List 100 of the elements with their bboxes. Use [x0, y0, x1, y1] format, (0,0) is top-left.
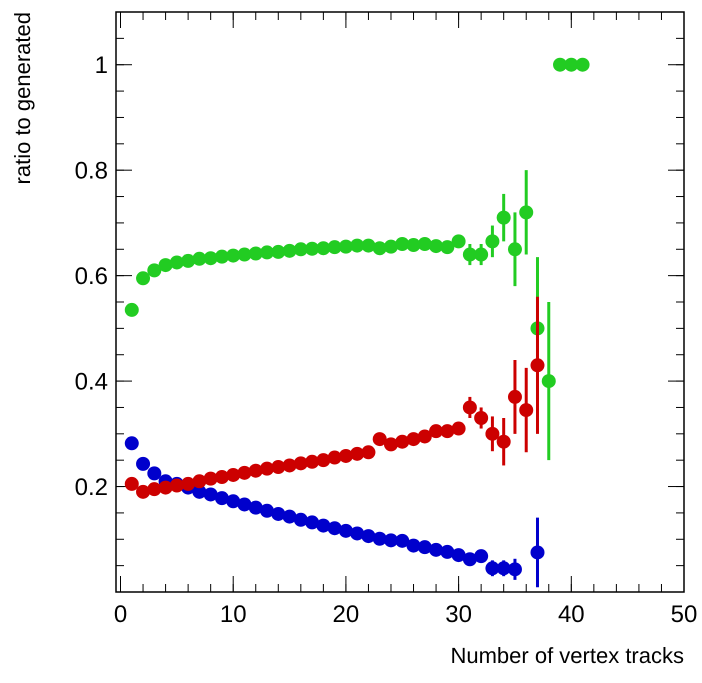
point	[158, 258, 173, 272]
point	[328, 450, 342, 465]
point	[328, 521, 342, 536]
point	[226, 494, 240, 508]
point	[440, 240, 454, 254]
point	[496, 561, 511, 576]
point	[429, 239, 444, 254]
point	[519, 403, 534, 418]
point	[372, 241, 387, 256]
point	[406, 538, 421, 553]
point	[418, 540, 432, 554]
y-tick-label: 1	[94, 52, 108, 80]
point	[462, 552, 477, 566]
point	[226, 248, 240, 263]
point	[474, 248, 488, 262]
point	[338, 524, 353, 538]
point	[248, 246, 263, 260]
point	[372, 432, 387, 446]
point	[395, 534, 410, 548]
point	[542, 374, 556, 388]
point	[147, 263, 162, 278]
x-tick-label: 50	[670, 601, 698, 628]
point	[474, 549, 488, 564]
point	[576, 58, 590, 72]
point	[395, 434, 410, 449]
point	[530, 545, 544, 560]
y-tick-label: 0.4	[74, 368, 108, 396]
point	[136, 484, 150, 499]
point	[260, 245, 274, 260]
point	[271, 506, 286, 521]
point	[429, 424, 444, 438]
point	[530, 358, 544, 372]
point	[237, 248, 252, 262]
point	[485, 234, 500, 248]
point	[237, 497, 252, 512]
point	[248, 464, 263, 478]
point	[204, 472, 218, 486]
point	[136, 456, 150, 471]
point	[226, 468, 240, 482]
point	[418, 429, 432, 444]
point	[328, 240, 342, 254]
point	[361, 238, 376, 253]
point	[553, 58, 568, 72]
point	[361, 445, 376, 460]
point	[452, 548, 466, 562]
point	[147, 466, 162, 480]
point	[214, 491, 229, 506]
point	[406, 238, 421, 252]
x-tick-label: 10	[220, 601, 247, 628]
point	[440, 544, 454, 559]
point	[519, 205, 534, 220]
x-tick-label: 0	[114, 601, 128, 628]
point	[124, 302, 139, 317]
point	[384, 437, 398, 452]
point	[338, 448, 353, 463]
point	[384, 240, 398, 254]
point	[237, 466, 252, 480]
point	[384, 533, 398, 548]
x-tick-label: 40	[558, 601, 585, 628]
point	[136, 271, 150, 286]
point	[452, 234, 466, 248]
point	[294, 512, 308, 527]
point	[181, 254, 196, 268]
point	[316, 518, 330, 533]
point	[192, 474, 206, 488]
point	[474, 411, 488, 425]
point	[462, 400, 477, 414]
point	[204, 487, 218, 502]
point	[260, 504, 274, 518]
x-tick-label: 30	[445, 601, 472, 628]
x-tick-label: 20	[332, 601, 360, 628]
point	[372, 532, 387, 546]
point	[496, 434, 511, 449]
point	[361, 529, 376, 544]
point	[508, 562, 522, 576]
point	[181, 476, 196, 491]
point	[508, 242, 522, 256]
point	[305, 454, 320, 469]
y-tick-label: 0.8	[74, 158, 108, 185]
point	[429, 542, 444, 557]
point	[350, 446, 364, 461]
point	[204, 251, 218, 266]
point	[282, 510, 297, 524]
point	[124, 476, 139, 491]
y-tick-label: 0.2	[74, 474, 108, 501]
y-tick-label: 0.6	[74, 263, 108, 290]
point	[350, 526, 364, 540]
x-axis-title: Number of vertex tracks	[450, 643, 684, 668]
point	[440, 424, 454, 438]
point	[282, 244, 297, 258]
point	[248, 500, 263, 515]
point	[305, 242, 320, 256]
point	[124, 436, 139, 450]
point	[305, 515, 320, 530]
point	[350, 238, 364, 253]
y-axis-title: ratio to generated	[10, 12, 35, 184]
point	[260, 462, 274, 476]
point	[496, 210, 511, 225]
point	[508, 390, 522, 404]
point	[214, 470, 229, 484]
